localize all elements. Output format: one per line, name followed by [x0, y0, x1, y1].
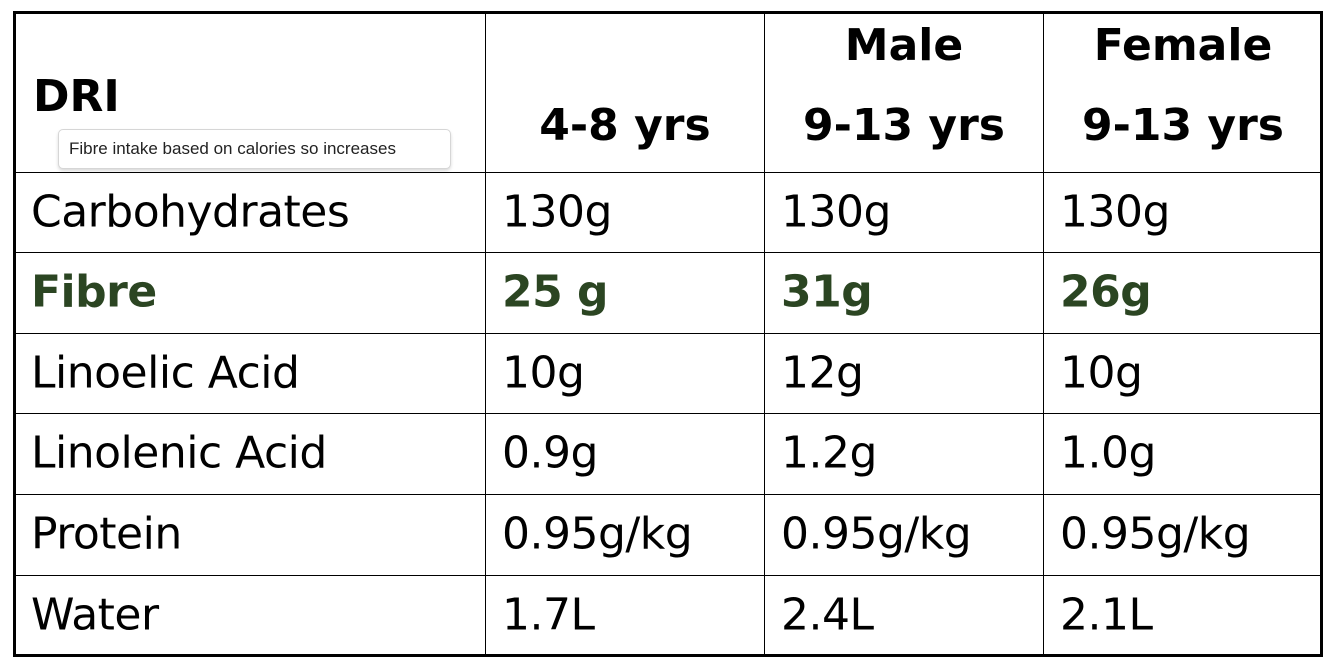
row-label: Linoelic Acid: [31, 346, 300, 398]
cell-value: 0.95g/kg: [781, 508, 972, 560]
value-cell: 2.1L: [1043, 575, 1323, 657]
column-header-line: Female: [1093, 20, 1273, 71]
table-title: DRI: [33, 71, 120, 122]
column-header-line: Male: [844, 20, 964, 71]
value-cell: 130g: [485, 172, 765, 253]
row-label: Carbohydrates: [31, 185, 350, 237]
cell-value: 25 g: [502, 266, 609, 318]
value-cell: 0.9g: [485, 413, 765, 495]
cell-value: 26g: [1060, 266, 1152, 318]
row-label-cell: Linoelic Acid: [14, 333, 486, 414]
tooltip-note: Fibre intake based on calories so increa…: [58, 129, 451, 169]
cell-value: 2.1L: [1060, 589, 1153, 641]
value-cell: 31g: [764, 252, 1044, 334]
value-cell: 0.95g/kg: [1043, 494, 1323, 576]
cell-value: 0.95g/kg: [502, 508, 693, 560]
cell-value: 1.7L: [502, 589, 595, 641]
value-cell: 0.95g/kg: [485, 494, 765, 576]
value-cell: 1.2g: [764, 413, 1044, 495]
column-header-text: Female 9-13 yrs: [1044, 6, 1322, 166]
header-cell: DRI Fibre intake based on calories so in…: [14, 12, 486, 173]
row-label-cell: Fibre: [14, 252, 486, 334]
row-label: Fibre: [31, 266, 157, 318]
cell-value: 0.95g/kg: [1060, 508, 1251, 560]
row-label-cell: Water: [14, 575, 486, 657]
value-cell: 130g: [1043, 172, 1323, 253]
row-label-cell: Linolenic Acid: [14, 413, 486, 495]
value-cell: 2.4L: [764, 575, 1044, 657]
column-header-text: 4-8 yrs: [486, 86, 764, 166]
cell-value: 130g: [781, 185, 891, 237]
column-header-text: Male 9-13 yrs: [765, 6, 1043, 166]
value-cell: 26g: [1043, 252, 1323, 334]
column-header-line: 9-13 yrs: [1082, 100, 1284, 151]
row-label: Water: [31, 589, 159, 641]
cell-value: 2.4L: [781, 589, 874, 641]
column-header: Female 9-13 yrs: [1043, 12, 1323, 173]
cell-value: 10g: [502, 346, 585, 398]
cell-value: 130g: [1060, 185, 1170, 237]
cell-value: 0.9g: [502, 427, 598, 479]
column-header-line: 9-13 yrs: [803, 100, 1005, 151]
cell-value: 10g: [1060, 346, 1143, 398]
value-cell: 10g: [1043, 333, 1323, 414]
cell-value: 1.0g: [1060, 427, 1156, 479]
row-label: Linolenic Acid: [31, 427, 327, 479]
cell-value: 130g: [502, 185, 612, 237]
row-label-cell: Protein: [14, 494, 486, 576]
value-cell: 1.7L: [485, 575, 765, 657]
row-label-cell: Carbohydrates: [14, 172, 486, 253]
row-label: Protein: [31, 508, 182, 560]
value-cell: 1.0g: [1043, 413, 1323, 495]
cell-value: 1.2g: [781, 427, 877, 479]
column-header: 4-8 yrs: [485, 12, 765, 173]
value-cell: 130g: [764, 172, 1044, 253]
value-cell: 0.95g/kg: [764, 494, 1044, 576]
cell-value: 12g: [781, 346, 864, 398]
cell-value: 31g: [781, 266, 873, 318]
value-cell: 25 g: [485, 252, 765, 334]
column-header: Male 9-13 yrs: [764, 12, 1044, 173]
value-cell: 12g: [764, 333, 1044, 414]
column-header-line: 4-8 yrs: [539, 100, 711, 151]
value-cell: 10g: [485, 333, 765, 414]
